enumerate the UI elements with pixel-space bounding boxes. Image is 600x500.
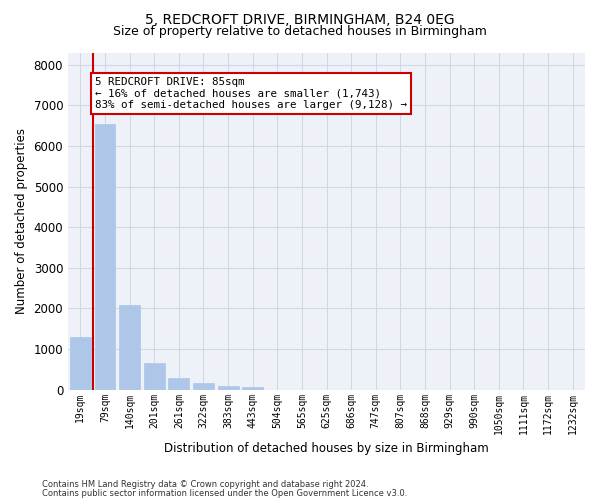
X-axis label: Distribution of detached houses by size in Birmingham: Distribution of detached houses by size …: [164, 442, 489, 455]
Bar: [193, 384, 214, 390]
Bar: [144, 362, 164, 390]
Text: 5, REDCROFT DRIVE, BIRMINGHAM, B24 0EG: 5, REDCROFT DRIVE, BIRMINGHAM, B24 0EG: [145, 12, 455, 26]
Bar: [169, 378, 189, 390]
Bar: [95, 124, 115, 390]
Text: 5 REDCROFT DRIVE: 85sqm
← 16% of detached houses are smaller (1,743)
83% of semi: 5 REDCROFT DRIVE: 85sqm ← 16% of detache…: [95, 77, 407, 110]
Bar: [70, 337, 91, 390]
Bar: [242, 386, 263, 390]
Text: Contains HM Land Registry data © Crown copyright and database right 2024.: Contains HM Land Registry data © Crown c…: [42, 480, 368, 489]
Text: Size of property relative to detached houses in Birmingham: Size of property relative to detached ho…: [113, 25, 487, 38]
Bar: [119, 305, 140, 390]
Bar: [218, 386, 239, 390]
Y-axis label: Number of detached properties: Number of detached properties: [15, 128, 28, 314]
Text: Contains public sector information licensed under the Open Government Licence v3: Contains public sector information licen…: [42, 489, 407, 498]
